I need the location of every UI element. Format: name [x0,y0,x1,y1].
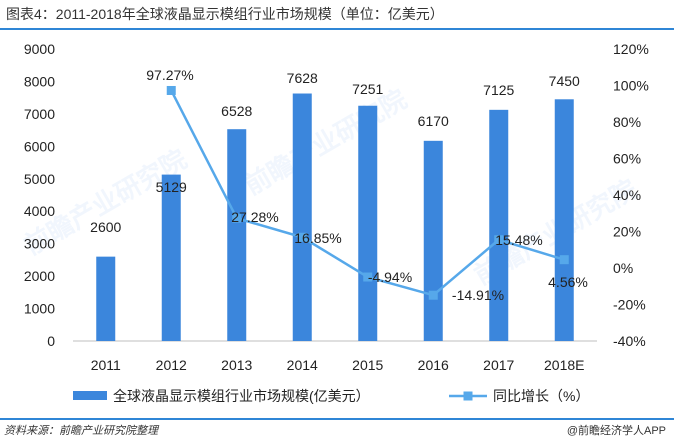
watermark-text: 前瞻产业研究院 [239,84,412,201]
y-right-tick-label: -20% [613,297,646,313]
legend-swatch-bar [73,391,107,400]
line-value-label: 97.27% [146,67,193,83]
bar-value-label: 7628 [287,70,318,86]
y-left-tick-label: 0 [47,333,55,349]
x-tick-label: 2016 [418,357,449,373]
brand-text: @前瞻经济学人APP [566,425,666,437]
y-left-tick-label: 8000 [24,73,55,89]
y-right-tick-label: 120% [613,41,649,57]
bar [161,174,181,341]
x-tick-label: 2011 [91,357,121,373]
chart-area: 前瞻产业研究院前瞻产业研究院前瞻产业研究院 010002000300040005… [19,41,649,404]
line-point [428,290,438,300]
bar-value-label: 7125 [483,82,514,98]
data-labels: 2600 5129 6528 7628 7251 6170 7125 7450 97.27% 27… [90,67,588,303]
line-point [166,85,176,95]
bar [292,93,312,341]
line-value-label: 4.56% [548,274,588,290]
bar [358,105,378,341]
line-point [494,235,504,245]
x-tick-label: 2015 [352,357,383,373]
line-point [363,272,373,282]
legend-label-line: 同比增长（%） [493,388,589,404]
bar-value-label: 2600 [90,219,121,235]
y-right-tick-label: 100% [613,78,649,94]
y-right-tick-label: 0% [613,260,633,276]
chart-title: 图表4：2011-2018年全球液晶显示模组行业市场规模（单位：亿美元） [6,6,444,22]
line-value-label: -14.91% [452,287,504,303]
line-value-label: -4.94% [368,269,412,285]
y-left-tick-label: 1000 [24,301,55,317]
footer-rule [0,418,674,420]
y-right-tick-label: 20% [613,224,641,240]
x-tick-label: 2018E [544,357,584,373]
line-point [559,255,569,265]
legend-label-bar: 全球液晶显示模组行业市场规模(亿美元） [113,388,370,404]
x-tick-label: 2012 [156,357,187,373]
bar-value-label: 6528 [221,103,252,119]
legend: 全球液晶显示模组行业市场规模(亿美元） 同比增长（%） [73,388,589,404]
line-value-label: 27.28% [231,209,278,225]
bar [423,140,443,341]
line-value-label: 15.48% [495,232,542,248]
bar-value-label: 7450 [549,73,580,89]
y-left-tick-label: 6000 [24,138,55,154]
source-note: 资料来源：前瞻产业研究院整理 [4,425,158,437]
x-tick-label: 2014 [287,357,318,373]
bar [489,109,509,341]
y-left-tick-label: 2000 [24,268,55,284]
title-rule [0,28,674,30]
line-value-label: 16.85% [294,230,341,246]
bar-series [96,93,574,342]
brand-credit: @前瞻经济学人APP [565,422,666,440]
y-left-tick-label: 9000 [24,41,55,57]
axes: 0 1000 2000 3000 4000 5000 6000 7000 8000 9000 -40… [24,41,649,373]
bar [227,129,247,341]
line-point [297,232,307,242]
line-point [232,213,242,223]
bar [96,256,116,341]
y-left-tick-label: 3000 [24,236,55,252]
bar-value-label: 7251 [352,81,383,97]
x-tick-label: 2017 [483,357,514,373]
bar [554,99,574,342]
y-left-tick-label: 5000 [24,171,55,187]
y-right-tick-label: 80% [613,114,641,130]
y-right-tick-label: 60% [613,151,641,167]
growth-line-series [166,85,569,300]
y-right-tick-label: 40% [613,187,641,203]
y-left-tick-label: 7000 [24,106,55,122]
x-tick-label: 2013 [221,357,252,373]
y-left-tick-label: 4000 [24,203,55,219]
legend-swatch-marker [463,391,473,401]
y-right-tick-label: -40% [613,333,646,349]
bar-value-label: 6170 [418,113,449,129]
bar-value-label: 5129 [156,179,187,195]
